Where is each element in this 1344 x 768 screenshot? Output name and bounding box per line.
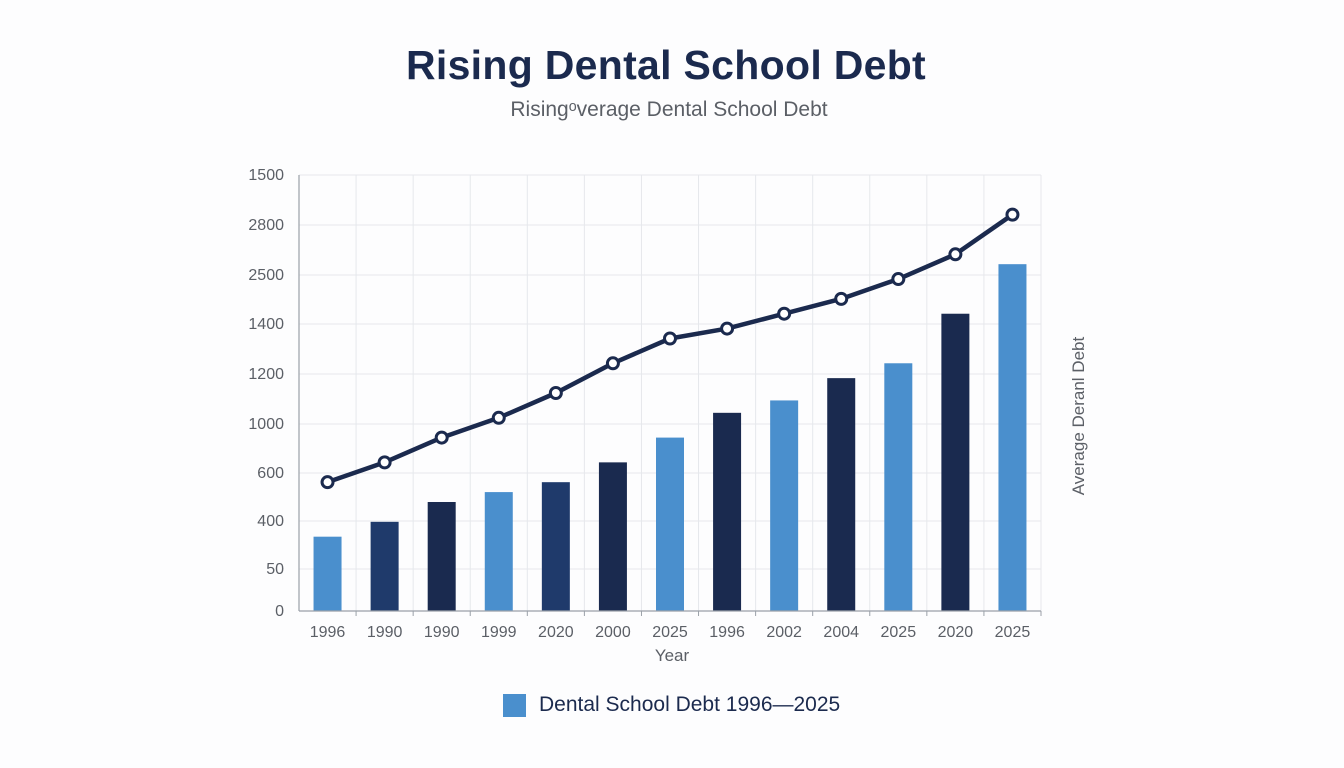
bar [427,502,456,611]
bar [827,378,856,611]
x-tick-label: 1999 [481,624,517,641]
x-tick-label: 1996 [310,624,346,641]
legend: Dental School Debt 1996—2025 [503,693,840,717]
bar [541,482,570,611]
legend-swatch [503,693,526,717]
x-tick-label: 1990 [367,624,403,641]
x-tick-label: 2025 [652,624,688,641]
y-tick-label: 0 [275,603,284,620]
line-point [720,321,735,336]
x-tick-label: 2025 [995,624,1031,641]
bar [656,437,684,611]
line-point [948,247,963,262]
x-tick-label: 2025 [881,624,917,641]
y-tick-label: 2500 [248,267,284,284]
x-tick-label: 2002 [766,624,802,641]
line-point [320,475,335,490]
x-tick-label: 2020 [938,624,974,641]
x-axis-title: Year [655,646,690,665]
x-tick-label: 1990 [424,624,460,641]
x-tick-label: 2004 [823,624,859,641]
line-point [548,386,563,400]
y-tick-label: 1000 [248,416,284,433]
y-tick-label: 1200 [248,366,284,383]
bar [998,264,1027,611]
x-tick-label: 2000 [595,624,631,641]
y-tick-label: 1400 [248,316,284,333]
line-point [1005,207,1020,222]
bar [370,521,399,611]
x-tick-label: 2020 [538,624,574,641]
line-point [605,356,620,371]
line-point [491,410,506,425]
bar-series [313,264,1027,611]
axes [298,175,1042,616]
y-tick-label: 50 [266,561,284,578]
line-point [663,331,677,346]
x-tick-label: 1996 [709,624,745,641]
bar [941,313,970,611]
y-tick-label: 600 [257,465,284,482]
bar [313,536,342,611]
line-point [777,306,792,321]
y-tick-label: 2800 [248,217,284,234]
chart-title: Rising Dental School Debt [405,42,927,88]
legend-label: Dental School Debt 1996—2025 [539,693,841,716]
chart-subtitle: Risingᵒverage Dental School Debt [510,98,828,121]
line-point [434,430,449,445]
bar [884,363,913,611]
bar [484,492,513,611]
y-tick-label: 1500 [248,167,284,184]
line-point [377,455,392,470]
bar [598,462,627,611]
line-point [891,272,906,287]
y-axis-title: Average Deranl Debt [1069,337,1088,496]
line-point [834,291,849,306]
line-series [320,207,1020,490]
bar [770,400,799,611]
tick-labels: 0 50 400 600 1000 1200 1400 2500 2800 1500 1996 199… [248,167,1030,641]
bar [713,412,742,611]
y-tick-label: 400 [257,513,284,530]
